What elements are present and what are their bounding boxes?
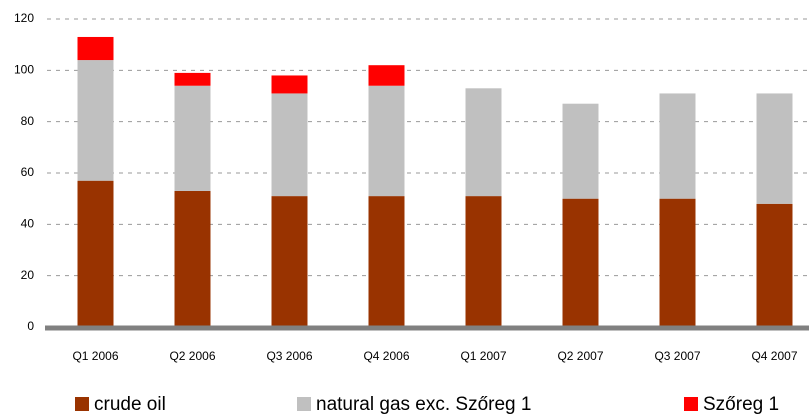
bar-segment <box>271 196 308 327</box>
bar-segment <box>77 36 114 61</box>
x-tick-label: Q4 2007 <box>751 349 797 363</box>
bar-segment <box>562 103 599 199</box>
bar-segment <box>562 198 599 327</box>
bar-segment <box>271 93 308 197</box>
bar-segment <box>174 72 211 86</box>
x-tick-label: Q1 2006 <box>72 349 118 363</box>
legend-swatch <box>75 397 89 411</box>
bar-segment <box>465 88 502 197</box>
legend-swatch <box>297 397 311 411</box>
bar-segment <box>465 196 502 327</box>
legend-label: crude oil <box>94 394 166 415</box>
bar-segment <box>174 85 211 191</box>
x-tick-label: Q3 2007 <box>654 349 700 363</box>
bar-segment <box>368 85 405 197</box>
bar-segment <box>174 190 211 327</box>
bar-segment <box>368 196 405 327</box>
bar-segment <box>659 198 696 327</box>
x-tick-label: Q2 2006 <box>169 349 215 363</box>
legend-swatch <box>684 397 698 411</box>
y-tick-label: 0 <box>27 319 34 333</box>
y-tick-label: 20 <box>21 268 35 282</box>
bar-segment <box>77 60 114 181</box>
bar-segment <box>659 93 696 199</box>
bar-segment <box>756 203 793 327</box>
y-tick-label: 80 <box>21 114 35 128</box>
y-tick-label: 120 <box>14 11 34 25</box>
y-tick-label: 60 <box>21 165 35 179</box>
x-tick-label: Q2 2007 <box>557 349 603 363</box>
x-tick-label: Q3 2006 <box>266 349 312 363</box>
bar-segment <box>756 93 793 204</box>
bar-segment <box>271 75 308 94</box>
legend-label: natural gas exc. Szőreg 1 <box>316 394 531 415</box>
y-tick-label: 40 <box>21 217 35 231</box>
legend-label: Szőreg 1 <box>703 394 779 415</box>
bar-segment <box>77 180 114 327</box>
bar-segment <box>368 65 405 86</box>
x-tick-label: Q1 2007 <box>460 349 506 363</box>
y-tick-label: 100 <box>14 63 34 77</box>
x-tick-label: Q4 2006 <box>363 349 409 363</box>
